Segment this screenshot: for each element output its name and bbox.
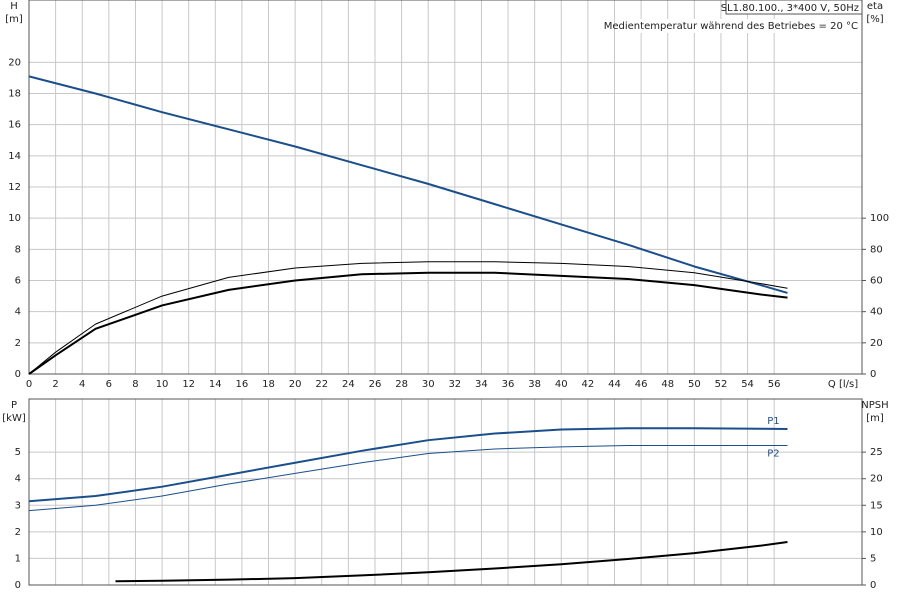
x-tick-label: 40 — [555, 379, 568, 390]
x-tick-label: 4 — [79, 379, 85, 390]
x-tick-label: 48 — [661, 379, 674, 390]
curve — [28, 445, 788, 512]
y-tick-label: 0 — [15, 369, 21, 380]
y2-tick-label: 0 — [870, 369, 876, 380]
annotation-bg — [622, 19, 860, 33]
y-tick-label: 6 — [15, 276, 21, 287]
y-tick-label: 4 — [15, 307, 21, 318]
y-tick-label: 20 — [8, 57, 21, 68]
plot-frame — [28, 0, 863, 375]
x-tick-label: 24 — [342, 379, 355, 390]
annotation: SL1.80.100., 3*400 V, 50Hz — [721, 3, 859, 14]
y-tick-label: 1 — [15, 553, 21, 564]
y2-tick-label: 15 — [870, 500, 883, 511]
x-tick-label: 50 — [688, 379, 701, 390]
curve — [28, 271, 788, 375]
x-tick-label: 2 — [52, 379, 58, 390]
y-tick-label: 5 — [15, 447, 21, 458]
y-tick-label: 10 — [8, 213, 21, 224]
x-tick-label: 14 — [209, 379, 222, 390]
y2-tick-label: 80 — [870, 244, 883, 255]
y-tick-label: 8 — [15, 244, 21, 255]
y2-axis-label: NPSH — [861, 400, 888, 411]
y2-tick-label: 25 — [870, 447, 883, 458]
y2-tick-label: 20 — [870, 474, 883, 485]
x-tick-label: 38 — [528, 379, 541, 390]
x-tick-label: 42 — [582, 379, 595, 390]
legend-label: P1 — [767, 416, 779, 427]
annotation: Medientemperatur während des Betriebes =… — [604, 21, 858, 32]
y2-axis-unit: [%] — [866, 14, 883, 25]
x-tick-label: 0 — [26, 379, 32, 390]
x-tick-label: 36 — [502, 379, 515, 390]
y-axis-label: P — [11, 400, 17, 411]
x-tick-label: 20 — [289, 379, 302, 390]
y-tick-label: 18 — [8, 89, 21, 100]
x-tick-label: 28 — [395, 379, 408, 390]
x-tick-label: 8 — [132, 379, 138, 390]
y2-tick-label: 5 — [870, 553, 876, 564]
y2-axis-label: eta — [867, 1, 883, 12]
y2-tick-label: 0 — [870, 580, 876, 591]
plot-frame — [28, 398, 863, 586]
x-tick-label: 56 — [768, 379, 781, 390]
y-tick-label: 0 — [15, 580, 21, 591]
y-tick-label: 2 — [15, 338, 21, 349]
x-tick-label: 54 — [741, 379, 754, 390]
y2-tick-label: 20 — [870, 338, 883, 349]
x-tick-label: 22 — [315, 379, 328, 390]
x-tick-label: 18 — [262, 379, 275, 390]
y2-axis-unit: [m] — [866, 413, 884, 424]
x-tick-label: 6 — [106, 379, 112, 390]
annotation-box — [725, 0, 863, 15]
y-tick-label: 3 — [15, 500, 21, 511]
x-tick-label: 16 — [236, 379, 249, 390]
y2-tick-label: 10 — [870, 527, 883, 538]
y2-tick-label: 100 — [870, 213, 889, 224]
y-tick-label: 12 — [8, 182, 21, 193]
y-axis-label: H — [10, 1, 18, 12]
x-tick-label: 32 — [448, 379, 461, 390]
x-tick-label: 34 — [475, 379, 488, 390]
x-tick-label: 30 — [422, 379, 435, 390]
y-tick-label: 16 — [8, 120, 21, 131]
x-tick-label: 44 — [608, 379, 621, 390]
curve — [28, 261, 788, 375]
x-tick-label: 52 — [715, 379, 728, 390]
curve — [28, 75, 788, 294]
y-tick-label: 2 — [15, 527, 21, 538]
x-tick-label: 46 — [635, 379, 648, 390]
x-tick-label: 26 — [369, 379, 382, 390]
y-axis-unit: [kW] — [2, 413, 26, 424]
y-tick-label: 14 — [8, 151, 21, 162]
x-tick-label: 10 — [156, 379, 169, 390]
y-axis-unit: [m] — [5, 14, 23, 25]
y2-tick-label: 40 — [870, 307, 883, 318]
x-axis-label: Q [l/s] — [828, 379, 858, 390]
legend-label: P2 — [767, 449, 779, 460]
x-tick-label: 12 — [182, 379, 195, 390]
y-tick-label: 4 — [15, 474, 21, 485]
curve — [28, 427, 788, 503]
curve — [115, 540, 788, 583]
y2-tick-label: 60 — [870, 276, 883, 287]
